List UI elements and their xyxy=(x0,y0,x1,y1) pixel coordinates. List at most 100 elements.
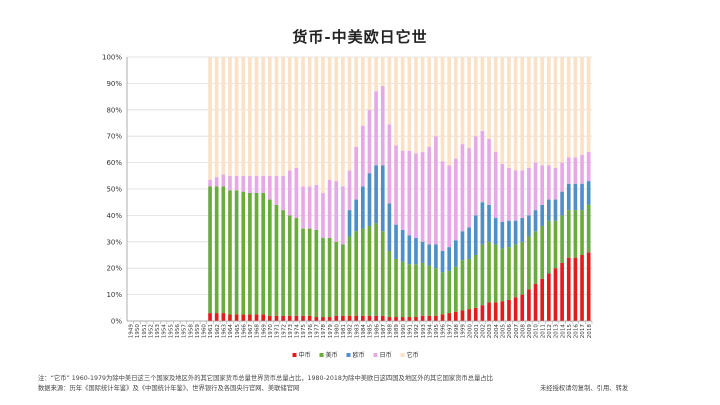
x-tick-label: 2017 xyxy=(580,324,586,339)
bar-eur-2011 xyxy=(540,204,545,226)
bar-jpy-1975 xyxy=(301,186,305,229)
bar-usd-1981 xyxy=(341,244,345,316)
bar-usd-1970 xyxy=(267,199,272,316)
bar-eur-2018 xyxy=(586,181,591,205)
bar-cny-1969 xyxy=(261,314,266,321)
bar-eur-1985 xyxy=(367,173,372,226)
bar-eur-1989 xyxy=(394,224,398,259)
bar-other-1994 xyxy=(427,57,432,147)
bar-jpy-1977 xyxy=(314,185,319,230)
bar-cny-1967 xyxy=(248,314,252,321)
y-tick-label: 90% xyxy=(106,80,122,88)
x-tick-label: 1952 xyxy=(148,324,154,338)
bar-cny-2003 xyxy=(487,302,491,321)
bar-cny-1984 xyxy=(360,315,365,321)
bar-eur-2015 xyxy=(566,183,571,211)
bar-usd-1993 xyxy=(420,262,425,316)
legend-swatch-cny xyxy=(292,353,297,357)
bar-eur-1991 xyxy=(407,235,412,265)
legend-label-eur: 欧币 xyxy=(353,351,365,359)
x-tick-label: 1997 xyxy=(447,324,453,339)
bar-usd-1991 xyxy=(407,264,412,318)
x-tick-label: 1983 xyxy=(354,324,360,339)
bar-usd-1998 xyxy=(453,266,458,312)
bar-cny-1990 xyxy=(400,317,405,321)
bar-cny-1970 xyxy=(267,315,272,321)
x-tick-label: 1967 xyxy=(248,324,254,339)
y-tick-label: 10% xyxy=(106,291,122,299)
bar-cny-1997 xyxy=(447,313,452,321)
bar-jpy-1985 xyxy=(367,109,372,174)
bar-eur-2004 xyxy=(493,218,498,245)
bar-jpy-2005 xyxy=(500,163,505,222)
bar-eur-2000 xyxy=(467,227,471,259)
bar-other-1986 xyxy=(374,57,378,92)
bar-usd-1976 xyxy=(307,228,312,316)
bar-cny-1973 xyxy=(287,315,292,321)
x-tick-label: 1980 xyxy=(334,324,340,339)
bar-other-2006 xyxy=(507,57,511,168)
bar-eur-1996 xyxy=(440,251,445,273)
bar-other-1981 xyxy=(341,57,345,187)
bar-other-1963 xyxy=(221,57,226,175)
bar-other-1969 xyxy=(261,57,266,176)
bar-jpy-1961 xyxy=(208,179,212,187)
x-tick-label: 1990 xyxy=(401,324,407,339)
bar-cny-1998 xyxy=(453,311,458,321)
bar-cny-1985 xyxy=(367,315,372,321)
y-tick-label: 0% xyxy=(111,318,122,326)
bar-other-1982 xyxy=(347,57,352,171)
bar-jpy-1989 xyxy=(394,145,398,225)
bar-jpy-1982 xyxy=(347,170,352,211)
bar-usd-2011 xyxy=(540,225,545,279)
bar-usd-1967 xyxy=(248,192,252,315)
bar-usd-1989 xyxy=(394,258,398,318)
x-tick-label: 1986 xyxy=(374,324,380,339)
bar-eur-1983 xyxy=(354,199,359,232)
bars xyxy=(208,57,591,321)
bar-eur-2002 xyxy=(480,202,485,245)
bar-usd-2007 xyxy=(513,244,518,298)
bar-jpy-1966 xyxy=(241,175,246,192)
legend: 中币 美币 欧币 日币 它币 xyxy=(292,351,419,359)
bar-cny-1989 xyxy=(394,317,398,321)
data-source-note: 数据来源：历年《国际统计年鉴》及《中国统计年鉴》、世界银行及各国央行官网、美联储… xyxy=(38,385,300,392)
x-tick-label: 1981 xyxy=(341,324,347,339)
x-tick-label: 1964 xyxy=(228,324,234,339)
x-tick-label: 1992 xyxy=(414,324,420,338)
bar-cny-2001 xyxy=(473,307,478,321)
x-tick-label: 2012 xyxy=(547,324,553,338)
bar-usd-2018 xyxy=(586,204,591,253)
bar-jpy-2012 xyxy=(546,165,551,200)
x-tick-label: 2006 xyxy=(507,324,513,339)
bar-usd-1999 xyxy=(460,260,465,311)
bar-usd-1962 xyxy=(214,186,219,314)
bar-usd-1996 xyxy=(440,272,445,315)
bar-jpy-1984 xyxy=(360,125,365,187)
bar-other-1988 xyxy=(387,57,392,125)
bar-cny-2013 xyxy=(553,268,558,321)
bar-usd-1986 xyxy=(374,223,378,316)
bar-jpy-1986 xyxy=(374,91,378,166)
bar-other-1961 xyxy=(208,57,212,180)
y-tick-label: 60% xyxy=(106,159,122,167)
bar-jpy-1990 xyxy=(400,150,405,230)
bar-other-2005 xyxy=(500,57,505,164)
bar-usd-1994 xyxy=(427,265,432,316)
bar-other-1977 xyxy=(314,57,319,186)
x-tick-label: 1958 xyxy=(188,324,194,339)
x-tick-label: 2014 xyxy=(560,324,566,339)
bar-usd-1969 xyxy=(261,192,266,315)
y-tick-label: 40% xyxy=(106,212,122,220)
legend-label-usd: 美币 xyxy=(326,351,338,359)
bar-jpy-2007 xyxy=(513,170,518,221)
bar-cny-2000 xyxy=(467,309,471,321)
bar-jpy-1978 xyxy=(321,192,325,238)
bar-cny-1982 xyxy=(347,315,352,321)
bar-jpy-2009 xyxy=(527,167,531,216)
bar-eur-1988 xyxy=(387,203,392,252)
x-tick-label: 1996 xyxy=(441,324,447,339)
bar-cny-1963 xyxy=(221,313,226,321)
bar-other-2010 xyxy=(533,57,538,163)
bar-eur-2010 xyxy=(533,210,538,232)
